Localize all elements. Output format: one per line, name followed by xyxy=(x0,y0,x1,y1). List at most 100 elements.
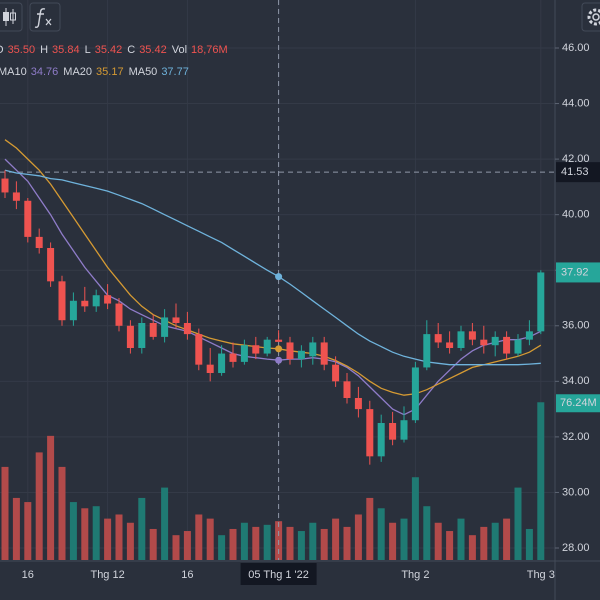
volume-bar xyxy=(1,466,9,560)
y-tick-label: 28.00 xyxy=(562,542,590,554)
ma-line xyxy=(4,139,542,396)
candle-body xyxy=(47,248,55,282)
candle-body xyxy=(149,323,157,337)
candle-body xyxy=(12,192,20,201)
last-volume-label: 76.24M xyxy=(560,397,597,409)
candle-body xyxy=(423,334,431,368)
volume-bar xyxy=(24,502,32,560)
volume-bar xyxy=(218,535,226,560)
candle-body xyxy=(138,323,146,348)
volume-bar xyxy=(12,497,20,560)
candle-body xyxy=(92,295,100,307)
crosshair-price-label: 41.53 xyxy=(561,166,589,178)
volume-bar xyxy=(115,514,123,560)
volume-bar xyxy=(503,518,511,560)
last-volume-box xyxy=(556,394,600,413)
legend-value: 35.50 xyxy=(8,44,36,56)
volume-bar xyxy=(446,531,454,560)
legend-value: 34.76 xyxy=(31,66,59,78)
candle-body xyxy=(446,342,454,348)
legend-value: 35.42 xyxy=(139,44,167,56)
y-tick-label: 42.00 xyxy=(562,153,590,165)
legend-key: C xyxy=(127,44,135,56)
legend-value: 35.17 xyxy=(96,66,124,78)
volume-bar xyxy=(161,487,169,560)
indicator-button[interactable] xyxy=(29,2,61,32)
crosshair-price-box xyxy=(556,162,600,183)
volume-bar xyxy=(309,522,317,560)
y-tick-label: 32.00 xyxy=(562,431,590,443)
candle-body xyxy=(81,300,89,307)
volume-bar xyxy=(514,487,522,560)
crosshair-time-box xyxy=(240,563,317,585)
candle-body xyxy=(275,339,283,342)
toolbar xyxy=(0,2,600,32)
volume-bar xyxy=(480,526,488,560)
candle-body xyxy=(480,339,488,346)
candle-body xyxy=(104,295,112,304)
x-tick-label: Thg 12 xyxy=(90,569,124,581)
legend-value: 37.77 xyxy=(161,66,189,78)
candle-body xyxy=(354,398,362,410)
moving-averages xyxy=(4,139,542,416)
candle-body xyxy=(434,334,442,343)
volume-bar xyxy=(320,528,328,560)
candle-body xyxy=(411,367,419,421)
legend-key: O xyxy=(0,44,4,56)
candle-body xyxy=(183,323,191,335)
volume-bar xyxy=(81,508,89,560)
candle-body xyxy=(126,325,134,348)
volume-bar xyxy=(229,528,237,560)
volume-bar xyxy=(92,506,100,560)
volume-bar xyxy=(297,531,305,560)
volume-bar xyxy=(286,526,294,560)
volume-bar xyxy=(58,466,66,560)
volume-bar xyxy=(240,522,248,560)
volume-bar xyxy=(434,522,442,560)
last-price-label: 37.92 xyxy=(561,266,589,278)
legend-key: MA50 xyxy=(129,66,158,78)
candles xyxy=(1,170,545,465)
candle-body xyxy=(195,334,203,365)
legend-value: 18,76M xyxy=(191,44,228,56)
candle-body xyxy=(343,381,351,398)
volume-bar xyxy=(525,528,533,560)
candle-body xyxy=(240,345,248,362)
volume-bar xyxy=(35,452,43,560)
legend-value: 35.84 xyxy=(52,44,80,56)
ma-crosshair-dot xyxy=(275,356,283,364)
volume-bar xyxy=(69,502,77,560)
legend-key: Vol xyxy=(172,44,187,56)
volume-bar xyxy=(252,526,260,560)
volume-bar xyxy=(491,522,499,560)
candle-body xyxy=(297,350,305,360)
volume-bar xyxy=(468,535,476,560)
icon xyxy=(10,12,16,21)
volume-bar xyxy=(104,518,112,560)
legend-key: H xyxy=(40,44,48,56)
volume-bar xyxy=(366,497,374,560)
volume-bar xyxy=(263,524,271,560)
candle-body xyxy=(286,342,294,360)
candle-body xyxy=(400,420,408,440)
volume-bar xyxy=(47,435,55,560)
volume-bar xyxy=(377,508,385,560)
candle-body xyxy=(457,331,465,348)
candle-body xyxy=(115,303,123,326)
y-tick-label: 46.00 xyxy=(562,42,590,54)
icon xyxy=(592,13,600,21)
legend-key: MA20 xyxy=(63,66,92,78)
volume-bar xyxy=(423,506,431,560)
price-axis: 28.0030.0032.0034.0036.0038.0040.0042.00… xyxy=(554,0,600,600)
candle-body xyxy=(320,342,328,365)
candle-body xyxy=(58,281,66,321)
icon xyxy=(34,8,46,28)
candle-body xyxy=(468,331,476,340)
candle-body xyxy=(172,317,180,323)
ma-line xyxy=(4,158,542,416)
legend-value: 35.42 xyxy=(95,44,123,56)
volume-bar xyxy=(354,514,362,560)
settings-button[interactable] xyxy=(581,2,600,32)
candle-body xyxy=(377,423,385,457)
